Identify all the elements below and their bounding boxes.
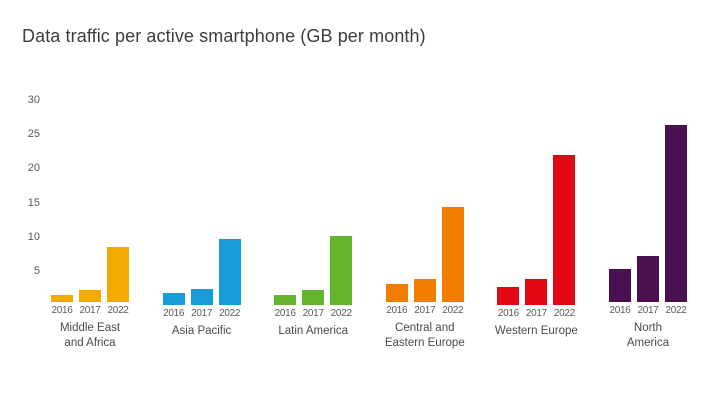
bar <box>302 289 325 305</box>
bar <box>190 289 213 305</box>
years-row: 2016 2017 2022 <box>163 308 241 319</box>
bar <box>385 284 408 302</box>
year-label: 2017 <box>302 308 324 319</box>
bar <box>330 235 353 305</box>
years-row: 2016 2017 2022 <box>609 305 687 316</box>
year-label: 2017 <box>525 308 547 319</box>
bar-group: 2016 2017 2022 North America <box>606 100 690 352</box>
year-label: 2022 <box>553 308 575 319</box>
years-row: 2016 2017 2022 <box>386 305 464 316</box>
bars-row <box>51 100 129 302</box>
bar <box>79 290 101 302</box>
bar-group: 2016 2017 2022 Western Europe <box>494 100 578 352</box>
years-row: 2016 2017 2022 <box>497 308 575 319</box>
year-label: 2016 <box>51 304 73 316</box>
bar-group: 2016 2017 2022 Central and Eastern Europe <box>383 100 467 352</box>
region-label: Western Europe <box>494 325 578 337</box>
year-label: 2016 <box>274 308 296 319</box>
bar-group: 2016 2017 2022 Latin America <box>271 100 355 352</box>
year-label: 2016 <box>163 308 185 319</box>
bar <box>274 294 297 305</box>
years-row: 2016 2017 2022 <box>274 308 352 319</box>
bar <box>162 293 185 305</box>
bar <box>497 286 520 305</box>
region-label: Central and Eastern Europe <box>384 321 465 350</box>
year-label: 2016 <box>497 308 519 319</box>
region-label: Middle East and Africa <box>59 321 121 350</box>
y-tick-label: 25 <box>27 128 40 141</box>
year-label: 2022 <box>107 304 129 316</box>
y-tick-label: 15 <box>27 196 40 209</box>
region-label: Asia Pacific <box>171 325 232 337</box>
year-label: 2022 <box>330 308 352 319</box>
chart-title: Data traffic per active smartphone (GB p… <box>22 26 426 46</box>
bar <box>413 278 436 302</box>
year-label: 2017 <box>79 304 101 316</box>
bar <box>218 239 241 305</box>
bars-row <box>497 100 576 305</box>
bar <box>608 268 631 302</box>
bars-row <box>274 100 353 305</box>
bar <box>107 247 129 302</box>
year-label: 2022 <box>219 308 241 319</box>
y-tick-label: 10 <box>27 230 40 243</box>
bar-group: 2016 2017 2022 Middle East and Africa <box>48 100 132 352</box>
y-tick-label: 30 <box>27 94 40 106</box>
bar <box>441 207 464 302</box>
bar <box>636 255 659 302</box>
years-row: 2016 2017 2022 <box>51 305 129 316</box>
year-label: 2017 <box>191 308 213 319</box>
y-tick-label: 5 <box>33 264 40 277</box>
bar <box>553 155 576 305</box>
region-label: Latin America <box>278 325 349 337</box>
bar <box>525 279 548 305</box>
bar-group: 2016 2017 2022 Asia Pacific <box>160 100 244 352</box>
y-tick-label: 20 <box>27 162 40 175</box>
bars-row <box>162 100 241 305</box>
bars-row <box>608 100 687 302</box>
bars-row <box>385 100 464 302</box>
year-label: 2016 <box>386 304 408 316</box>
year-label: 2017 <box>637 304 659 316</box>
year-label: 2017 <box>414 304 436 316</box>
bar <box>51 295 73 302</box>
bar <box>664 125 687 302</box>
year-label: 2022 <box>665 304 687 316</box>
year-label: 2022 <box>442 304 464 316</box>
year-label: 2016 <box>609 304 631 316</box>
y-axis: 5 10 15 20 25 30 <box>0 94 40 305</box>
plot-area: 2016 2017 2022 Middle East and Africa 2016 201… <box>48 100 690 352</box>
region-label: North America <box>626 321 670 350</box>
